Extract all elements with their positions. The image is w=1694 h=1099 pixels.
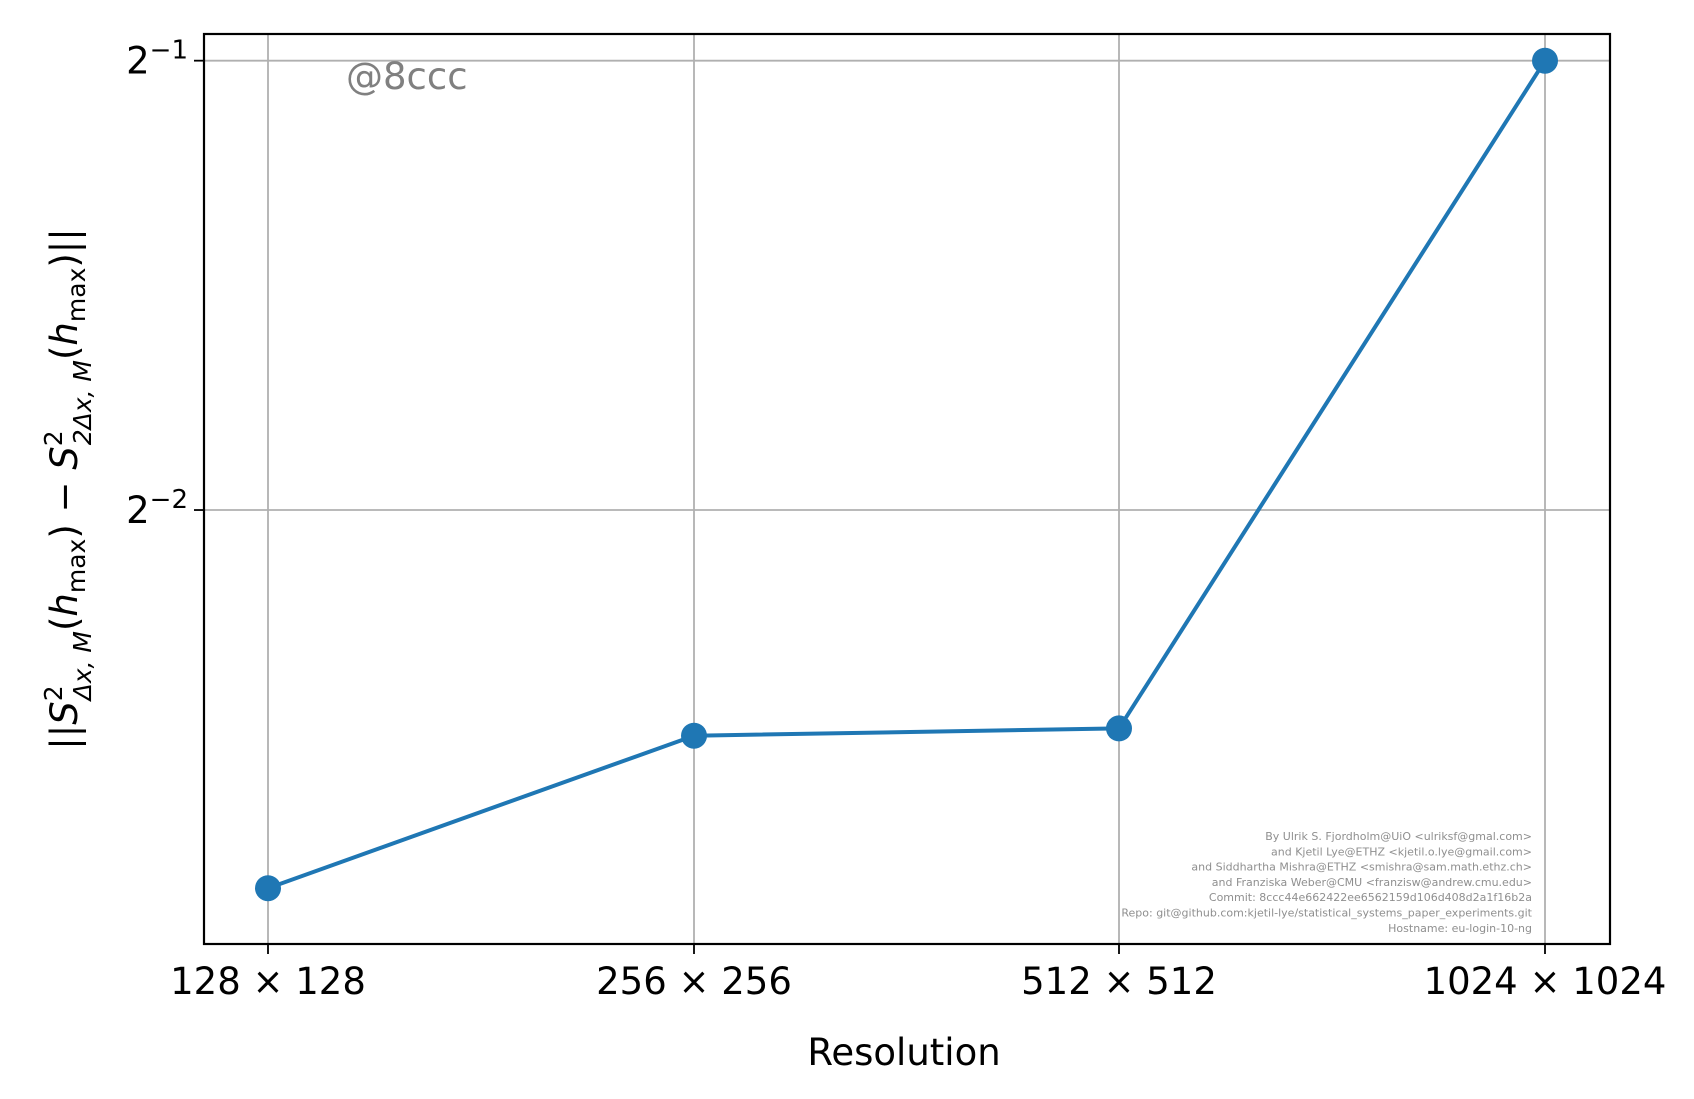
x-axis-label: Resolution [807,1031,1000,1074]
grid [204,34,1610,944]
ticks: 128 × 128 256 × 256 512 × 512 1024 × 1024 2−… [126,36,1666,1003]
x-tick-label: 128 × 128 [170,960,366,1003]
data-point [681,722,707,749]
credit-line: Commit: 8ccc44e662422ee6562159d106d408d2… [1209,891,1532,904]
credit-line: Hostname: eu-login-10-ng [1388,922,1532,935]
credit-line: and Franziska Weber@CMU <franzisw@andrew… [1212,876,1532,889]
plot-frame [202,32,1612,946]
y-tick-label: 2−2 [126,485,188,532]
credit-line: By Ulrik S. Fjordholm@UiO <ulriksf@gmal.… [1265,830,1532,843]
watermark: @8ccc [346,55,468,98]
x-tick-label: 1024 × 1024 [1424,960,1667,1003]
y-axis-label: ||S2Δx, M(hmax) − S22Δx, M(hmax)|| [39,228,97,749]
y-tick-label: 2−1 [126,36,188,83]
data-point [255,875,281,902]
series-layer [255,47,1558,902]
credit-line: and Kjetil Lye@ETHZ <kjetil.o.lye@gmail.… [1271,845,1532,858]
data-point [1532,47,1558,74]
x-tick-label: 512 × 512 [1021,960,1217,1003]
credits-block: By Ulrik S. Fjordholm@UiO <ulriksf@gmal.… [1121,830,1532,935]
series-line [267,59,1547,891]
data-point [1106,715,1132,742]
credit-line: Repo: git@github.com:kjetil-lye/statisti… [1121,907,1532,920]
credit-line: and Siddhartha Mishra@ETHZ <smishra@sam.… [1191,861,1532,874]
x-tick-label: 256 × 256 [596,960,792,1003]
